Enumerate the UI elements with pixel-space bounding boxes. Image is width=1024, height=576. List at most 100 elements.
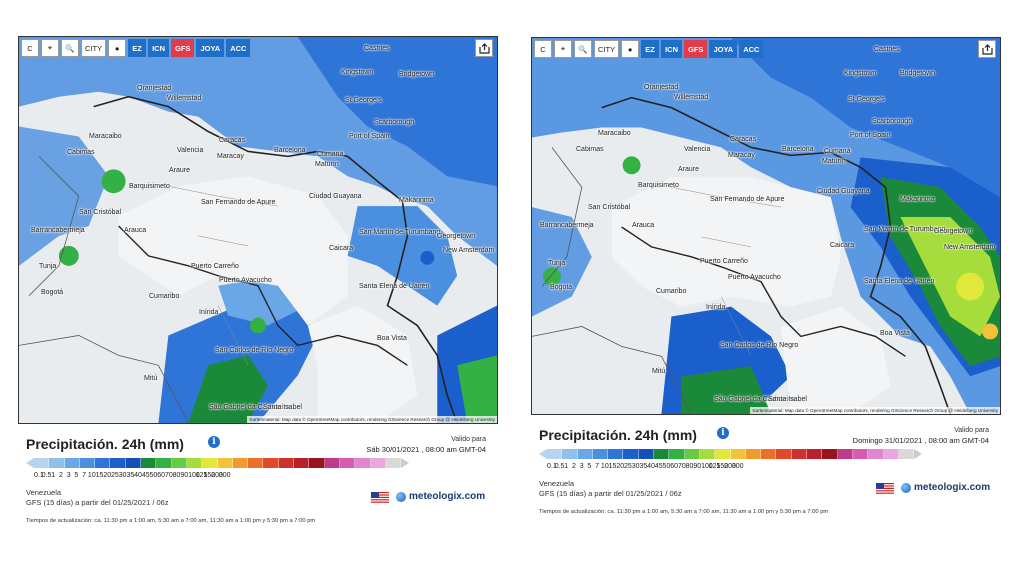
model-ez-button[interactable]: EZ (641, 40, 660, 58)
valid-date: Sáb 30/01/2021 , 08:00 am GMT-04 (366, 445, 486, 454)
dot-toggle-button[interactable]: ● (621, 40, 640, 58)
city-label: Kingstown (341, 69, 374, 76)
city-label: San Carlos de Río Negro (215, 347, 294, 354)
color-scale-tick: 70 (677, 463, 686, 470)
color-scale-cell (745, 449, 762, 459)
color-scale-tick: 0.5 (554, 463, 565, 470)
reload-button[interactable]: C (21, 39, 39, 57)
share-button[interactable] (978, 40, 996, 58)
city-label: Barcelona (782, 146, 814, 153)
share-icon (981, 43, 993, 55)
model-acc-button[interactable]: ACC (739, 40, 764, 58)
zoom-button[interactable]: 🔍 (574, 40, 592, 58)
color-scale-cell (385, 458, 402, 468)
color-scale-tick: 0.1 (34, 472, 44, 479)
color-scale-cell (852, 449, 869, 459)
color-scale-cell (156, 458, 172, 468)
city-label: San Martín de Turumbang (864, 226, 946, 233)
color-scale-tick: 80 (685, 463, 694, 470)
color-scale-cell (110, 458, 126, 468)
city-label: Ciudad Guayana (309, 193, 362, 200)
color-scale-cell (592, 449, 609, 459)
model-acc-button[interactable]: ACC (226, 39, 251, 57)
color-scale-cell (669, 449, 685, 459)
city-label: Willemstad (674, 94, 709, 101)
color-scale-tick: 45 (654, 463, 663, 470)
city-toggle-button[interactable]: CITY (81, 39, 107, 57)
color-scale-tick: 100 (188, 472, 200, 479)
update-times: Tiempos de actualización: ca. 11:30 pm a… (539, 509, 829, 515)
city-label: San Cristóbal (588, 204, 631, 211)
city-label: Cumaná (317, 151, 344, 158)
city-label: Georgetown (437, 233, 476, 240)
city-label: Maturín (822, 158, 846, 165)
model-gfs-button[interactable]: GFS (684, 40, 708, 58)
city-label: St George's (345, 97, 382, 104)
zoom-button[interactable]: 🔍 (61, 39, 79, 57)
color-scale-tick: 100 (701, 463, 713, 470)
dot-toggle-button[interactable]: ● (108, 39, 127, 57)
city-label: Santa Isabel (263, 404, 302, 411)
city-label: Caicara (830, 242, 855, 249)
info-icon[interactable]: i (717, 427, 729, 439)
color-scale-cell (883, 449, 899, 459)
color-scale-tick: 125 (708, 463, 721, 470)
city-label: Mitú (652, 368, 666, 375)
color-scale-cell (217, 458, 233, 468)
model-icn-button[interactable]: ICN (148, 39, 170, 57)
color-scale-tick: 80 (172, 472, 181, 479)
model-gfs-button[interactable]: GFS (171, 39, 195, 57)
share-button[interactable] (475, 39, 493, 57)
color-scale-cell (171, 458, 187, 468)
model-run-label: GFS (15 días) a partir del 01/25/2021 / … (539, 489, 682, 498)
city-label: Cabimas (67, 149, 95, 156)
city-label: San Carlos de Río Negro (720, 342, 799, 349)
city-label: Barrancabermeja (540, 222, 594, 229)
location-button[interactable]: ⌖ (554, 40, 572, 58)
color-scale-ticks: 0.1 0.5 1 2 3 5 7 10 15 20 25 30 35 40 45 50 60 70 80 90 100… (34, 472, 231, 482)
color-scale-cell (278, 458, 295, 468)
city-label: Bogotá (550, 284, 573, 291)
city-label: Barrancabermeja (31, 227, 85, 234)
color-scale-cell (807, 449, 823, 459)
city-label: Makarinma (900, 196, 935, 203)
city-label: São Gabriel da Cachoeira (209, 404, 290, 411)
model-joya-button[interactable]: JOYA (709, 40, 738, 58)
map-toolbar: C ⌖ 🔍 CITY ● EZ ICN GFS JOYA ACC (21, 39, 251, 57)
precipitation-map-right[interactable]: C ⌖ 🔍 CITY ● EZ ICN GFS JOYA ACC Castrie… (531, 37, 1001, 415)
color-scale-tick: 300 (731, 463, 744, 470)
meteologix-logo[interactable]: meteologix.com (396, 491, 485, 502)
color-scale-cell (715, 449, 731, 459)
precipitation-map-left[interactable]: C ⌖ 🔍 CITY ● EZ ICN GFS JOYA ACC Castrie… (18, 36, 498, 424)
region-label: Venezuela (26, 488, 62, 497)
meteologix-logo[interactable]: meteologix.com (901, 482, 990, 493)
color-scale-tick: 2 (572, 463, 576, 470)
location-button[interactable]: ⌖ (41, 39, 59, 57)
city-label: San Fernando de Apure (201, 199, 276, 206)
model-joya-button[interactable]: JOYA (196, 39, 225, 57)
color-scale-tick: 7 (82, 472, 87, 479)
brand-name: meteologix.com (409, 491, 486, 502)
color-scale-tick: 1 (564, 463, 569, 470)
city-label: Santa Elena de Uairén (359, 283, 430, 290)
color-scale-tick: 35 (639, 463, 648, 470)
city-label: Castries (874, 46, 900, 53)
color-scale-cell (562, 449, 578, 459)
us-flag-icon[interactable] (371, 492, 389, 503)
city-label: Bogotá (41, 289, 64, 296)
color-scale-tick: 125 (195, 472, 208, 479)
info-icon[interactable]: i (208, 436, 220, 448)
color-scale-tick: 7 (595, 463, 600, 470)
color-scale-tick: 25 (624, 463, 632, 470)
city-label: San Cristóbal (79, 209, 122, 216)
color-scale-cell (547, 449, 563, 459)
color-scale-tick: 30 (631, 463, 640, 470)
reload-button[interactable]: C (534, 40, 552, 58)
share-icon (478, 42, 490, 54)
model-ez-button[interactable]: EZ (128, 39, 147, 57)
city-label: Puerto Ayacucho (219, 277, 272, 284)
city-toggle-button[interactable]: CITY (594, 40, 620, 58)
us-flag-icon[interactable] (876, 483, 894, 494)
map-attribution: Kartenmaterial: Map data © OpenStreetMap… (247, 416, 497, 423)
model-icn-button[interactable]: ICN (661, 40, 683, 58)
